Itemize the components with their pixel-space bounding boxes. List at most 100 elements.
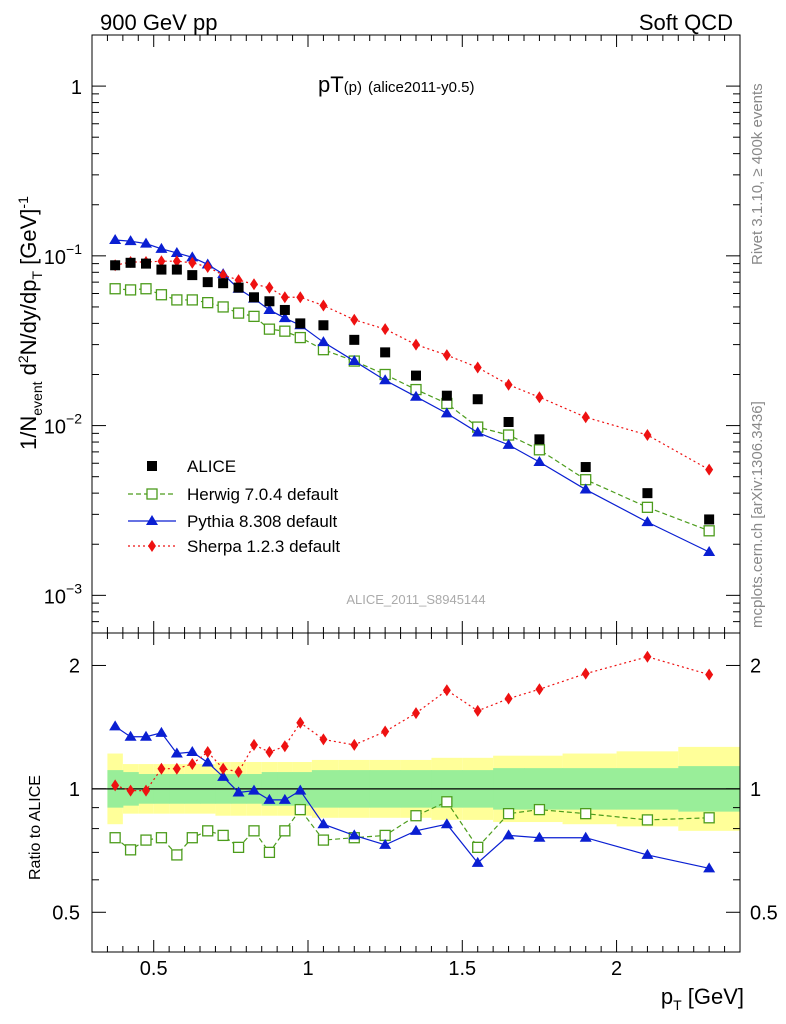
series-pythia-point: [348, 355, 361, 366]
alice-point: [534, 434, 545, 445]
series-herwig-point: [580, 474, 592, 486]
plot-title: pT(p) (alice2011-y0.5): [318, 72, 474, 97]
ratio-sherpa-point: [250, 738, 258, 751]
alice-point: [249, 292, 259, 303]
ratio-herwig-point: [202, 825, 214, 837]
series-pythia-point: [502, 438, 515, 449]
series-sherpa-point: [157, 255, 166, 268]
alice-point: [349, 334, 360, 345]
series-herwig-point: [217, 301, 229, 313]
ratio-pythia-point: [232, 786, 245, 797]
ratio-herwig-point: [502, 808, 515, 820]
ratio-pythia-point: [217, 770, 230, 781]
y-tick-label: 1: [71, 77, 82, 99]
ratio-sherpa-point: [219, 762, 228, 775]
ratio-pythia-point: [248, 784, 260, 795]
ylabel-sub: event: [29, 381, 45, 415]
ratio-sherpa-point: [504, 692, 513, 705]
ratio-herwig-point: [109, 832, 121, 844]
plot-title-tail: (alice2011-y0.5): [368, 79, 474, 96]
ratio-sherpa-point: [381, 725, 390, 738]
ratio-pythia-point: [533, 831, 546, 842]
ratio-tick-label: 0.5: [52, 902, 80, 924]
alice-point: [279, 304, 290, 315]
ratio-sherpa-point: [705, 668, 714, 681]
header-right: Soft QCD: [639, 10, 733, 35]
ratio-pythia-point: [263, 793, 276, 804]
ratio-pythia-point: [186, 746, 199, 757]
ratio-sherpa-point: [643, 650, 652, 663]
series-sherpa-point: [296, 291, 305, 304]
tick-exp: −3: [66, 580, 82, 596]
series-sherpa-point: [535, 391, 544, 404]
alice-point: [642, 488, 653, 499]
legend-marker: [147, 461, 157, 471]
series-sherpa-point: [172, 255, 181, 268]
series-sherpa-line: [115, 260, 710, 471]
header-left: 900 GeV pp: [100, 10, 217, 35]
ratio-herwig-point: [140, 834, 152, 846]
series-sherpa-point: [219, 269, 228, 282]
series-pythia-point: [170, 246, 183, 257]
ratio-pythia-point: [379, 838, 392, 849]
ratio-pythia-point: [641, 848, 654, 859]
x-tick-label: 0.5: [140, 958, 168, 980]
legend-label: Herwig 7.0.4 default: [187, 485, 338, 504]
alice-point: [110, 260, 121, 271]
ratio-pythia-point: [440, 818, 453, 829]
ratio-herwig-point: [155, 832, 168, 844]
series-herwig-point: [279, 325, 291, 337]
watermark: ALICE_2011_S8945144: [346, 592, 485, 607]
y-tick-label: 10−1: [44, 241, 82, 269]
x-tick-label: 1: [302, 958, 313, 980]
series-herwig-point: [263, 323, 276, 335]
ratio-herwig-point: [703, 812, 715, 824]
series-pythia-point: [317, 336, 330, 347]
x-tick-label: 2: [611, 958, 622, 980]
series-herwig-point: [294, 331, 306, 344]
series-herwig-point: [171, 294, 183, 306]
xlabel-main: p: [661, 984, 673, 1009]
ratio-pythia-point: [140, 730, 152, 741]
ratio-sherpa-point: [142, 784, 150, 797]
series-pythia-point: [579, 483, 592, 494]
series-sherpa-point: [250, 278, 258, 291]
ratio-pythia-point: [155, 726, 168, 737]
ylabel-mid: d: [16, 363, 41, 381]
series-sherpa-point: [319, 299, 328, 312]
ratio-herwig-point: [294, 803, 306, 816]
ratio-herwig-point: [171, 849, 183, 861]
ratio-pythia-point: [410, 824, 422, 835]
ratio-sherpa-point: [126, 784, 135, 797]
xlabel-sub: T: [673, 997, 682, 1013]
alice-point: [704, 514, 715, 525]
alice-point: [171, 264, 182, 275]
ratio-sherpa-point: [442, 684, 451, 697]
ratio-sherpa-point: [203, 746, 212, 759]
series-sherpa-point: [265, 281, 274, 294]
ratio-pythia-point: [703, 862, 716, 873]
series-sherpa-point: [350, 313, 359, 326]
alice-point: [125, 257, 136, 268]
series-pythia-point: [155, 242, 168, 253]
plot-title-sub: (p): [344, 79, 362, 96]
y-axis-label-top: 1/Nevent d2N/dy/dpT [GeV]-1: [15, 196, 45, 450]
ratio-herwig-point: [232, 841, 245, 854]
series-sherpa-point: [705, 463, 714, 476]
ratio-pythia-point: [109, 720, 122, 731]
ratio-pythia-point: [124, 730, 137, 741]
series-pythia-point: [186, 251, 199, 262]
series-pythia-point: [140, 237, 152, 248]
ratio-pythia-point: [294, 784, 307, 795]
ratio-herwig-point: [533, 803, 546, 816]
ylabel-sup: 2: [15, 355, 31, 363]
series-pythia-point: [379, 374, 392, 385]
ratio-tick-label-right: 0.5: [750, 902, 778, 924]
series-sherpa-point: [473, 361, 482, 374]
series-pythia-point: [703, 546, 716, 557]
tick-base: 10: [44, 586, 66, 608]
ratio-pythia-point: [201, 756, 214, 767]
alice-point: [264, 296, 275, 307]
ratio-herwig-point: [317, 834, 330, 846]
y-axis-label-bottom: Ratio to ALICE: [27, 775, 44, 880]
